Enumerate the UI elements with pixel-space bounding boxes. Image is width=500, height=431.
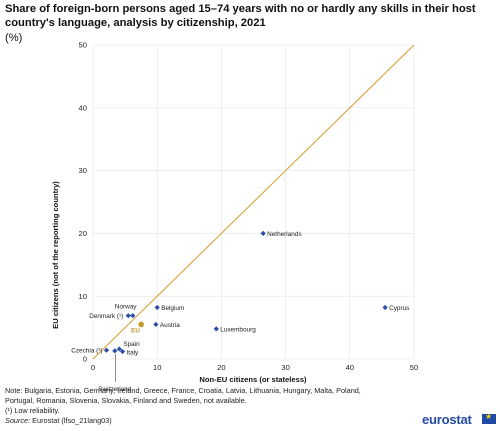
point-label: Netherlands (267, 231, 301, 238)
y-tick-label: 50 (79, 41, 87, 50)
diagonal-line (92, 44, 415, 360)
y-tick-label: 40 (79, 103, 87, 112)
chart-title: Share of foreign-born persons aged 15–74… (5, 3, 476, 29)
chart-footer: Note: Bulgaria, Estonia, Germany, Irelan… (5, 386, 405, 426)
point-label: Spain (123, 341, 140, 348)
note-line-1: Note: Bulgaria, Estonia, Germany, Irelan… (5, 386, 361, 395)
source-text: Eurostat (lfso_21lang03) (30, 416, 112, 425)
x-tick-label: 30 (281, 363, 289, 372)
point-label: Cyprus (389, 305, 409, 312)
data-points (103, 230, 388, 355)
reference-diagonal (92, 44, 415, 360)
data-point (260, 230, 266, 236)
point-labels: Netherlands Cyprus Belgium Norway Denmark (¹… (71, 231, 409, 393)
y-tick-label: 10 (79, 292, 87, 301)
data-point (154, 304, 160, 311)
y-tick-label: 0 (83, 355, 87, 364)
x-tick-label: 10 (153, 363, 161, 372)
data-point (153, 321, 159, 328)
tick-labels: 0 10 20 30 40 50 0 10 20 30 40 50 (79, 41, 419, 372)
point-label: Denmark (¹) (89, 313, 123, 320)
source-label: Source: (5, 416, 31, 425)
data-point (119, 348, 126, 355)
note-line-2: Portugal, Romania, Slovenia, Slovakia, F… (5, 396, 247, 405)
point-label: Czechia (¹) (71, 348, 102, 355)
point-label: Norway (115, 304, 137, 311)
x-tick-label: 40 (346, 363, 354, 372)
point-label: Italy (127, 349, 140, 356)
x-tick-label: 50 (410, 363, 418, 372)
data-point (125, 313, 131, 319)
point-label: Austria (160, 322, 180, 329)
data-point (382, 304, 388, 311)
data-point (213, 326, 219, 332)
data-point (130, 313, 136, 319)
eu-flag-icon (482, 412, 496, 424)
point-label: Belgium (161, 305, 184, 312)
data-point (112, 348, 118, 354)
eurostat-logo: eurostat (422, 412, 472, 427)
x-tick-label: 0 (91, 363, 95, 372)
point-label: Switzerland (98, 386, 131, 393)
eu-point (138, 321, 144, 328)
source-line: Source: Eurostat (lfso_21lang03) (5, 416, 405, 426)
footnote: (¹) Low reliability. (5, 406, 60, 415)
y-tick-label: 20 (79, 229, 87, 238)
chart-unit: (%) (5, 32, 23, 44)
x-tick-label: 20 (217, 363, 225, 372)
y-tick-label: 30 (79, 166, 87, 175)
point-label: EU (131, 327, 140, 334)
data-point (116, 346, 122, 352)
point-label: Luxembourg (220, 326, 256, 333)
data-point (103, 347, 110, 353)
x-axis-label: Non-EU citizens (or stateless) (199, 375, 307, 384)
y-axis-label: EU citizens (not of the reporting countr… (51, 181, 60, 329)
grid-lines (92, 44, 415, 360)
